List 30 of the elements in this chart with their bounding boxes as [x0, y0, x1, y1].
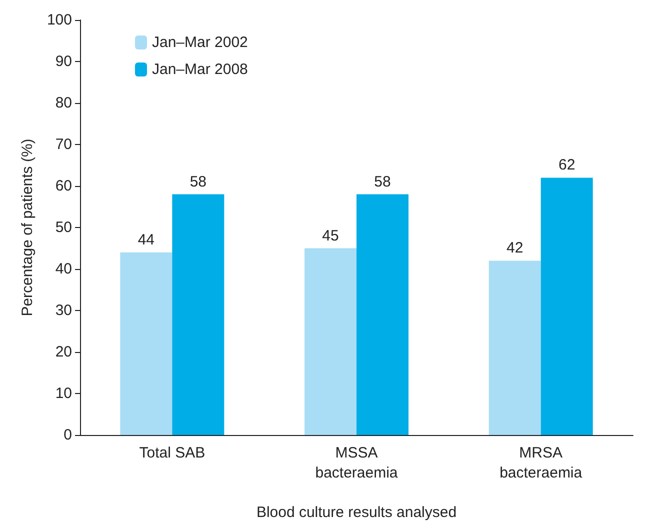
data-label: 58 — [374, 173, 391, 190]
bar — [304, 248, 356, 435]
y-tick-label: 30 — [55, 302, 72, 319]
data-label: 42 — [506, 240, 524, 257]
y-tick-label: 10 — [55, 385, 72, 402]
bar — [120, 252, 172, 435]
data-label: 44 — [138, 231, 155, 248]
data-label: 62 — [558, 156, 576, 174]
y-tick-label: 0 — [64, 426, 72, 444]
y-tick-label: 100 — [46, 12, 72, 28]
x-tick-label: MSSA bacteraemia — [315, 444, 398, 482]
data-label: 45 — [322, 227, 339, 244]
y-tick-label: 90 — [55, 53, 72, 70]
x-tick-label: Total SAB — [139, 444, 206, 462]
bar — [540, 178, 593, 435]
legend-label: Jan–Mar 2002 — [152, 34, 248, 51]
y-tick-label: 80 — [55, 94, 72, 112]
y-tick-label: 50 — [55, 219, 72, 236]
data-label: 58 — [190, 173, 207, 190]
x-axis-title: Blood culture results analysed — [256, 504, 457, 521]
bar — [172, 194, 224, 435]
y-axis-title: Percentage of patients (%) — [19, 138, 36, 316]
y-tick-label: 20 — [55, 344, 72, 360]
y-tick-label: 70 — [55, 136, 72, 153]
bar — [356, 194, 408, 435]
bar — [488, 260, 541, 435]
x-tick-label: MRSA bacteraemia — [500, 444, 583, 482]
y-tick-label: 40 — [55, 260, 72, 278]
legend-label: Jan–Mar 2008 — [152, 61, 248, 78]
y-tick-label: 60 — [55, 178, 72, 194]
